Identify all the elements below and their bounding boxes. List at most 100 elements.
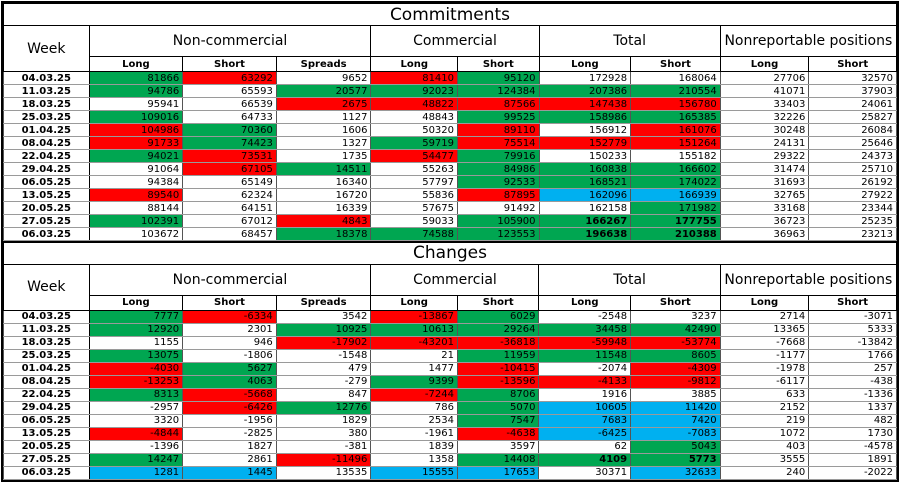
- value-cell: -3071: [808, 309, 897, 324]
- value-cell: 166939: [630, 188, 721, 202]
- col-header-nr-long: Long: [719, 56, 810, 72]
- week-cell: 11.03.25: [3, 84, 90, 98]
- value-cell: 847: [275, 387, 372, 402]
- value-cell: 152779: [538, 136, 632, 150]
- week-cell: 18.03.25: [3, 97, 90, 111]
- value-cell: 13535: [275, 465, 372, 480]
- value-cell: -4309: [630, 361, 721, 376]
- value-cell: 66539: [182, 97, 277, 111]
- table-row: 20.05.25 -1396 1827 -381 1839 3597 62 5043 403 -4…: [3, 439, 897, 454]
- value-cell: 8313: [88, 387, 184, 402]
- value-cell: 15555: [370, 465, 458, 480]
- value-cell: 1358: [370, 452, 458, 467]
- week-cell: 04.03.25: [3, 309, 90, 324]
- col-header-c-long: Long: [370, 294, 458, 311]
- value-cell: 57797: [370, 175, 459, 189]
- value-cell: -1978: [719, 361, 810, 376]
- week-cell: 25.03.25: [3, 110, 90, 124]
- col-header-nr-short: Short: [808, 294, 897, 311]
- value-cell: 89110: [457, 123, 540, 137]
- value-cell: 7777: [88, 309, 184, 324]
- value-cell: 25710: [808, 162, 897, 176]
- value-cell: 13075: [88, 348, 184, 363]
- week-cell: 20.05.25: [3, 439, 90, 454]
- week-header: Week: [3, 25, 90, 72]
- value-cell: 54477: [370, 149, 459, 163]
- value-cell: 23213: [808, 227, 897, 241]
- value-cell: 4109: [538, 452, 632, 467]
- value-cell: 64151: [182, 201, 277, 215]
- value-cell: 1891: [808, 452, 897, 467]
- value-cell: -4578: [808, 439, 897, 454]
- value-cell: 171982: [630, 201, 721, 215]
- value-cell: 92023: [370, 84, 459, 98]
- value-cell: 1477: [370, 361, 458, 376]
- value-cell: 109016: [88, 110, 184, 124]
- value-cell: 11548: [538, 348, 632, 363]
- value-cell: 5773: [630, 452, 721, 467]
- value-cell: 59033: [370, 214, 459, 228]
- value-cell: 1445: [182, 465, 277, 480]
- week-cell: 06.05.25: [3, 413, 90, 428]
- table-row: 27.05.25 14247 2861 -11496 1358 14408 4109 5773…: [3, 452, 897, 467]
- value-cell: 84986: [457, 162, 540, 176]
- value-cell: -4133: [538, 374, 632, 389]
- value-cell: 105900: [457, 214, 540, 228]
- week-cell: 06.05.25: [3, 175, 90, 189]
- value-cell: 36723: [719, 214, 810, 228]
- value-cell: 479: [275, 361, 372, 376]
- changes-title-row: Changes: [3, 241, 897, 265]
- value-cell: 48843: [370, 110, 459, 124]
- value-cell: 5627: [182, 361, 277, 376]
- value-cell: -438: [808, 374, 897, 389]
- value-cell: 210554: [630, 84, 721, 98]
- value-cell: -13867: [370, 309, 458, 324]
- value-cell: 11420: [630, 400, 721, 415]
- value-cell: -1956: [182, 413, 277, 428]
- commitments-title: Commitments: [3, 3, 897, 26]
- value-cell: -1177: [719, 348, 810, 363]
- value-cell: -381: [275, 439, 372, 454]
- value-cell: 155182: [630, 149, 721, 163]
- value-cell: 3542: [275, 309, 372, 324]
- changes-sub-header-row: Long Short Spreads Long Short Long Short…: [4, 294, 897, 311]
- week-cell: 13.05.25: [3, 188, 90, 202]
- table-row: 25.03.25 13075 -1806 -1548 21 11959 11548 8605-…: [3, 348, 897, 363]
- value-cell: 156912: [538, 123, 632, 137]
- table-row: 06.03.25 103672 68457 18378 74588 123553 19663…: [3, 227, 897, 241]
- value-cell: 1766: [808, 348, 897, 363]
- value-cell: 257: [808, 361, 897, 376]
- week-header: Week: [3, 263, 90, 311]
- value-cell: 26192: [808, 175, 897, 189]
- value-cell: 14247: [88, 452, 184, 467]
- value-cell: 27706: [719, 71, 810, 85]
- value-cell: 165385: [630, 110, 721, 124]
- value-cell: 65149: [182, 175, 277, 189]
- value-cell: 16339: [275, 201, 372, 215]
- value-cell: 1730: [808, 426, 897, 441]
- value-cell: 3597: [456, 439, 540, 454]
- week-cell: 04.03.25: [3, 71, 90, 85]
- value-cell: 91492: [457, 201, 540, 215]
- value-cell: 104986: [88, 123, 184, 137]
- value-cell: 32226: [719, 110, 810, 124]
- value-cell: 1827: [182, 439, 277, 454]
- changes-table: Changes Week Non-commercial Commercial T…: [3, 241, 898, 480]
- value-cell: 2152: [719, 400, 810, 415]
- table-row: 01.04.25 -4030 5627 479 1477 -10415 -2074 -4309…: [3, 361, 897, 376]
- value-cell: 81410: [370, 71, 459, 85]
- value-cell: 5333: [808, 322, 897, 337]
- value-cell: 74588: [370, 227, 459, 241]
- value-cell: 2301: [182, 322, 277, 337]
- value-cell: 94786: [88, 84, 184, 98]
- value-cell: 59719: [370, 136, 459, 150]
- value-cell: 12776: [275, 400, 372, 415]
- table-row: 29.04.25 91064 67105 14511 55263 84986 160838 1…: [3, 162, 897, 176]
- col-header-t-long: Long: [538, 294, 632, 311]
- value-cell: 92533: [457, 175, 540, 189]
- col-header-nr-short: Short: [808, 56, 897, 72]
- value-cell: 5070: [456, 400, 540, 415]
- value-cell: 8706: [456, 387, 540, 402]
- value-cell: -7668: [719, 335, 810, 350]
- group-header-nonreportable: Nonreportable positions: [719, 25, 898, 57]
